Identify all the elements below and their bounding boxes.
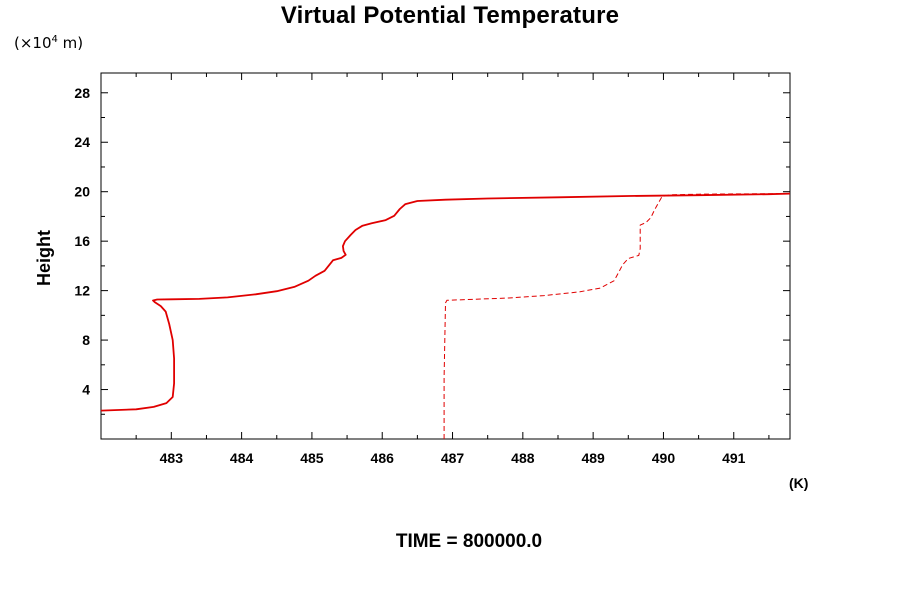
plot-frame [100, 72, 791, 440]
x-tick-label: 483 [160, 450, 184, 466]
x-tick-label: 490 [652, 450, 676, 466]
y-unit-exponent: 4 [51, 34, 58, 45]
axis-ticks: 483 484 485 486 487 488 489 490 491 4 8 12 16 20 24 28 [74, 73, 790, 466]
x-tick-label: 486 [371, 450, 395, 466]
chart-title: Virtual Potential Temperature [280, 2, 620, 29]
x-tick-label: 485 [300, 450, 324, 466]
x-axis-unit-label: (K) [789, 475, 809, 491]
data-series [100, 192, 791, 439]
y-axis-unit-label: (×104 m) [14, 34, 83, 52]
x-tick-label: 484 [230, 450, 254, 466]
y-tick-label: 20 [74, 184, 90, 200]
y-tick-label: 16 [74, 233, 90, 249]
x-tick-label: 491 [722, 450, 746, 466]
y-unit-prefix: (×10 [14, 34, 52, 52]
time-footer: TIME = 800000.0 [395, 531, 543, 552]
y-tick-label: 8 [82, 332, 90, 348]
y-tick-label: 12 [74, 283, 90, 299]
x-tick-label: 487 [441, 450, 465, 466]
series-line-dashed [443, 193, 791, 439]
series-line-solid [100, 192, 791, 412]
x-tick-label: 488 [511, 450, 535, 466]
y-tick-label: 24 [74, 134, 90, 150]
y-tick-label: 4 [82, 382, 90, 398]
y-axis-label: Height [34, 230, 54, 286]
y-tick-label: 28 [74, 85, 90, 101]
x-tick-label: 489 [581, 450, 605, 466]
y-unit-suffix: m) [57, 34, 84, 52]
